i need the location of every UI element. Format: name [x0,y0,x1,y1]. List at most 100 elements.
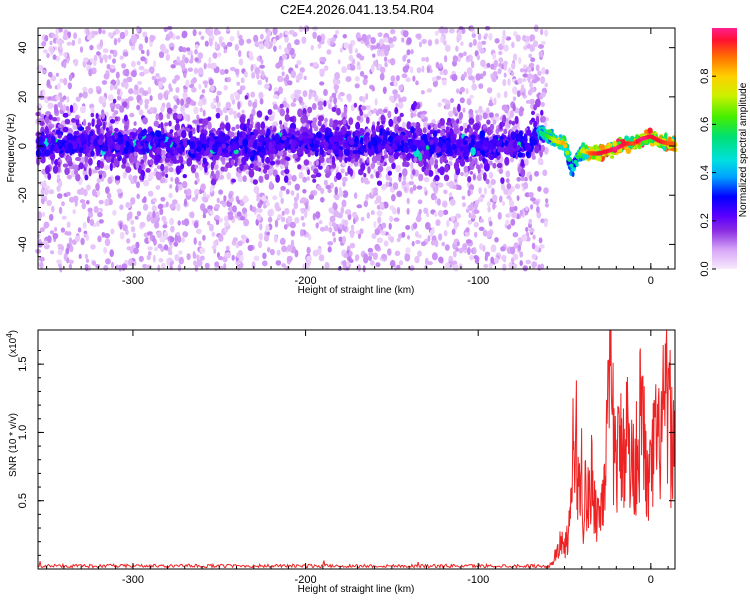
heatmap-cell [212,62,217,69]
heatmap-cell [296,89,302,95]
heatmap-cell [458,247,464,254]
heatmap-cell [532,234,536,240]
heatmap-cell [318,254,325,262]
heatmap-cell [461,243,468,251]
heatmap-cell [531,129,537,138]
heatmap-cell [65,247,70,255]
heatmap-cell [168,192,173,199]
heatmap-cell [307,106,313,114]
heatmap-cell [468,108,474,115]
heatmap-cell [236,112,241,119]
heatmap-cell [314,140,320,146]
heatmap-cell [161,171,166,177]
heatmap-cell [152,197,157,203]
heatmap-cell [316,35,322,43]
heatmap-cell [91,118,95,125]
heatmap-cell [78,92,83,98]
heatmap-cell [468,75,475,81]
heatmap-cell [498,57,504,63]
heatmap-cell [537,186,542,192]
heatmap-cell [529,174,533,182]
heatmap-cell [218,189,224,195]
heatmap-cell [129,245,134,254]
heatmap-cell [468,127,473,134]
heatmap-cell [529,34,533,43]
heatmap-cell [151,75,157,81]
heatmap-cell [279,32,283,39]
heatmap-cell [136,94,142,102]
heatmap-cell [490,256,495,264]
heatmap-cell [164,165,169,174]
heatmap-cell [237,101,241,110]
heatmap-cell [375,262,381,268]
heatmap-cell [57,101,63,108]
heatmap-cell [538,237,543,244]
heatmap-cell [102,48,109,53]
heatmap-cell [475,109,479,115]
heatmap-cell [92,260,96,266]
heatmap-cell [294,39,300,46]
heatmap-cell [176,168,180,175]
heatmap-cell [172,199,178,205]
heatmap-cell [490,63,495,70]
heatmap-cell [116,95,122,101]
heatmap-cell [406,121,412,130]
heatmap-cell [377,216,382,224]
heatmap-cell [444,262,450,269]
heatmap-cell [522,78,527,82]
heatmap-cell [459,86,465,93]
heatmap-cell [272,195,278,201]
heatmap-cell [112,98,117,104]
heatmap-cell [473,209,480,214]
heatmap-cell [98,199,104,205]
heatmap-cell [347,125,351,130]
heatmap-cell [137,81,142,85]
heatmap-cell [57,82,61,90]
heatmap-cell [412,184,417,191]
heatmap-cell [169,184,173,189]
heatmap-cell [523,181,529,190]
heatmap-cell [292,153,298,159]
heatmap-cell [193,106,199,115]
heatmap-cell [446,121,452,126]
heatmap-cell [415,121,421,131]
heatmap-cell [275,260,282,266]
heatmap-cell [463,146,470,153]
heatmap-cell [255,208,260,213]
heatmap-cell [370,210,375,216]
heatmap-cell [314,149,319,157]
heatmap-cell [379,72,385,81]
heatmap-cell [140,169,146,178]
heatmap-cell [101,96,106,104]
heatmap-cell [393,116,398,125]
heatmap-cell [105,258,111,265]
heatmap-cell [239,163,244,171]
heatmap-cell [146,49,150,57]
heatmap-cell [335,172,342,181]
heatmap-cell [224,69,229,74]
heatmap-cell [62,104,66,113]
heatmap-cell [158,257,164,263]
heatmap-cell [468,117,475,125]
heatmap-cell [66,96,70,103]
heatmap-cell [58,180,63,188]
heatmap-cell [299,67,305,73]
heatmap-cell [149,159,154,166]
heatmap-cell [101,111,106,120]
heatmap-cell [475,73,482,81]
heatmap-cells [35,24,678,273]
heatmap-cell [533,104,537,111]
heatmap-cell [372,53,376,58]
heatmap-cell [521,234,528,242]
heatmap-cell [260,121,266,130]
heatmap-cell [393,80,398,87]
heatmap-cell [246,118,251,125]
heatmap-cell [306,176,310,181]
heatmap-cell [135,241,140,249]
heatmap-cell [435,145,442,153]
heatmap-cell [312,178,317,183]
heatmap-cell [530,197,536,202]
heatmap-cell [93,205,99,214]
heatmap-cell [296,147,304,155]
heatmap-cell [140,159,145,165]
